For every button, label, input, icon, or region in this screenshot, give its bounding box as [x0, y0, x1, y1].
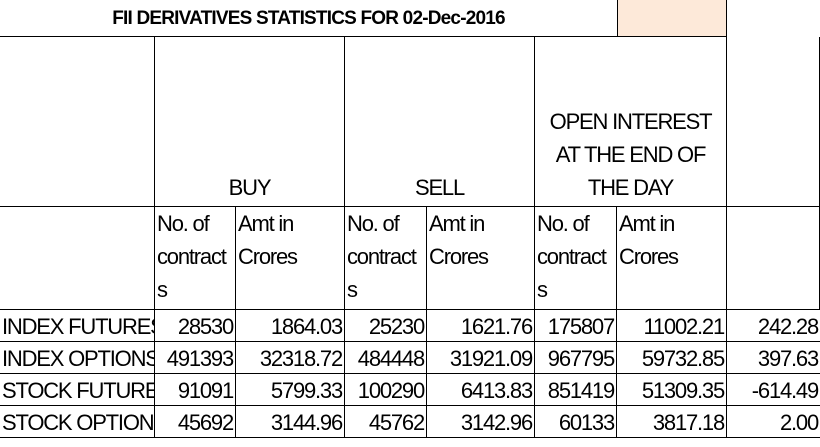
- data-cell: -614.49: [727, 374, 820, 406]
- column-header: No. of contracts: [345, 207, 427, 310]
- data-cell: 28530: [155, 310, 236, 342]
- column-header: Amt in Crores: [617, 207, 727, 310]
- data-cell: 32318.72: [236, 342, 345, 374]
- data-cell: 484448: [345, 342, 427, 374]
- group-header: OPEN INTEREST AT THE END OF THE DAY: [535, 37, 727, 207]
- empty-cell: [617, 0, 727, 37]
- data-cell: 45692: [155, 406, 236, 438]
- empty-cell: [0, 37, 155, 207]
- sheet-title: FII DERIVATIVES STATISTICS FOR 02-Dec-20…: [0, 0, 617, 37]
- data-cell: 1864.03: [236, 310, 345, 342]
- data-cell: 45762: [345, 406, 427, 438]
- column-header: No. of contracts: [155, 207, 236, 310]
- data-cell: 3142.96: [427, 406, 535, 438]
- data-cell: 6413.83: [427, 374, 535, 406]
- data-cell: 59732.85: [617, 342, 727, 374]
- group-header: SELL: [345, 37, 535, 207]
- column-header: No. of contracts: [535, 207, 617, 310]
- data-cell: 1621.76: [427, 310, 535, 342]
- data-cell: 242.28: [727, 310, 820, 342]
- data-cell: 60133: [535, 406, 617, 438]
- group-header: BUY: [155, 37, 345, 207]
- data-cell: 91091: [155, 374, 236, 406]
- data-cell: 5799.33: [236, 374, 345, 406]
- empty-cell: [727, 207, 820, 310]
- data-cell: 851419: [535, 374, 617, 406]
- data-cell: 51309.35: [617, 374, 727, 406]
- row-label: INDEX OPTIONS: [0, 342, 155, 374]
- data-cell: 11002.21: [617, 310, 727, 342]
- row-label: STOCK OPTIONS: [0, 406, 155, 438]
- data-cell: 2.00: [727, 406, 820, 438]
- column-header: Amt in Crores: [427, 207, 535, 310]
- data-cell: 3817.18: [617, 406, 727, 438]
- empty-cell: [727, 37, 820, 207]
- data-cell: 175807: [535, 310, 617, 342]
- data-cell: 491393: [155, 342, 236, 374]
- empty-cell: [0, 207, 155, 310]
- data-cell: 100290: [345, 374, 427, 406]
- data-cell: 31921.09: [427, 342, 535, 374]
- data-cell: 967795: [535, 342, 617, 374]
- row-label: STOCK FUTURES: [0, 374, 155, 406]
- data-cell: 25230: [345, 310, 427, 342]
- column-header: Amt in Crores: [236, 207, 345, 310]
- data-cell: 397.63: [727, 342, 820, 374]
- data-cell: 3144.96: [236, 406, 345, 438]
- row-label: INDEX FUTURES: [0, 310, 155, 342]
